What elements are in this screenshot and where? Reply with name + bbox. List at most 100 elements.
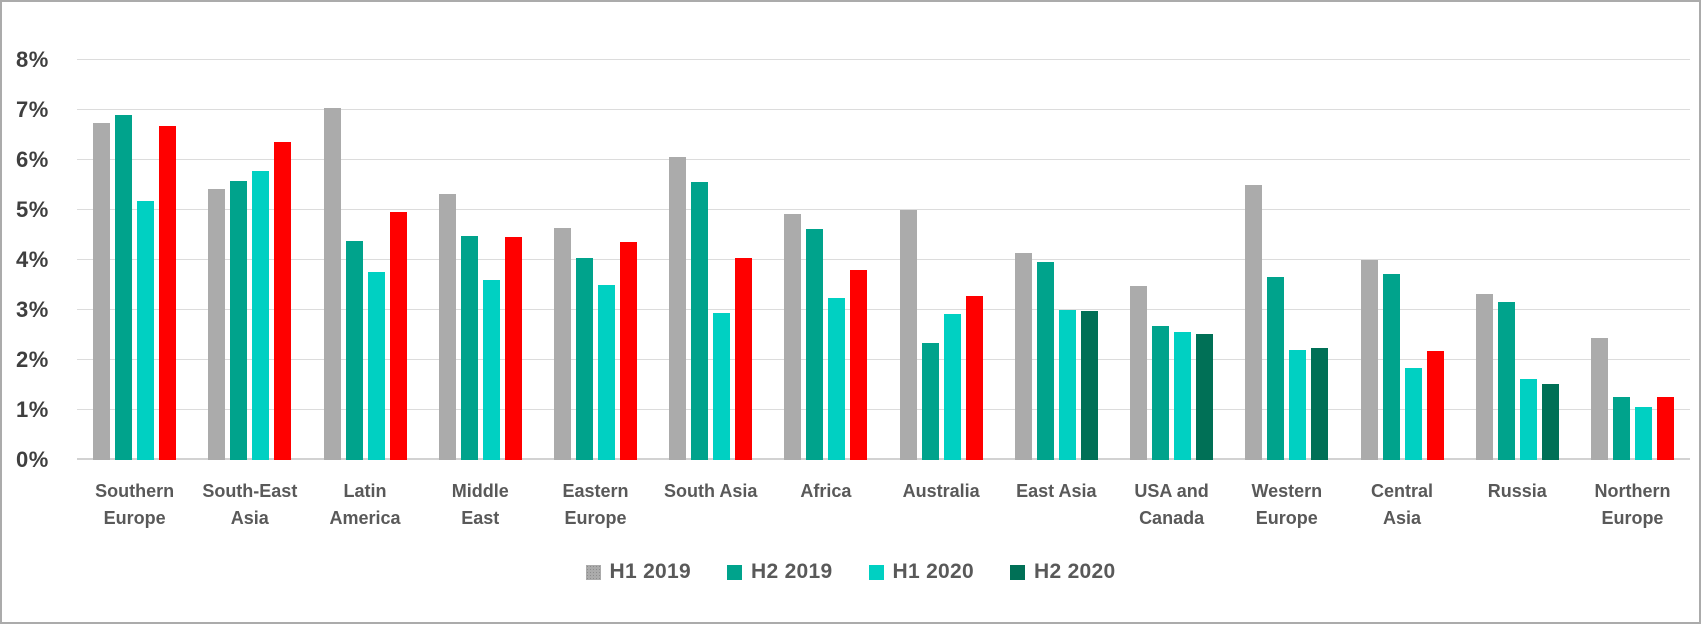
y-tick-label-5%: 5% xyxy=(16,197,49,222)
legend-swatch-h2-2019 xyxy=(727,564,742,580)
bar-h2-2020-eastern-europe xyxy=(619,242,637,460)
bar-h2-2020-south-asia xyxy=(735,257,753,460)
bar-h2-2020-middle-east xyxy=(504,236,522,460)
bar-group-east-asia xyxy=(1014,60,1098,460)
category-label-russia: Russia xyxy=(1487,481,1547,501)
bar-h1-2019-southern-europe xyxy=(93,123,111,460)
bar-h2-2020-africa xyxy=(850,269,868,460)
bar-h2-2020-southern-europe xyxy=(159,125,177,460)
y-tick-label-1%: 1% xyxy=(16,397,49,422)
bar-group-africa xyxy=(784,60,868,460)
category-label-south-asia: South Asia xyxy=(664,481,758,501)
bar-h1-2020-usa-and-canada xyxy=(1174,331,1192,460)
bar-group-eastern-europe xyxy=(553,60,637,460)
bar-h1-2020-latin-america xyxy=(367,271,385,460)
legend-item-h2-2019: H2 2019 xyxy=(727,560,833,584)
bar-h1-2020-south-east-asia xyxy=(252,170,270,460)
gridline-6% xyxy=(77,159,1690,160)
category-label-northern-europe: Northern Europe xyxy=(1594,481,1671,528)
category-column-latin-america: Latin America xyxy=(307,60,422,534)
category-column-south-east-asia: South-East Asia xyxy=(192,60,307,534)
gridline-8% xyxy=(77,59,1690,60)
category-column-northern-europe: Northern Europe xyxy=(1575,60,1690,534)
bar-h1-2019-northern-europe xyxy=(1590,337,1608,460)
y-tick-label-6%: 6% xyxy=(16,147,49,172)
y-tick-label-7%: 7% xyxy=(16,97,49,122)
category-label-central-asia: Central Asia xyxy=(1371,481,1434,528)
bar-group-western-europe xyxy=(1245,60,1329,460)
legend-swatch-h1-2019 xyxy=(585,564,601,580)
category-column-africa: Africa xyxy=(768,60,883,534)
bar-h1-2019-south-east-asia xyxy=(208,189,226,460)
bar-h2-2019-northern-europe xyxy=(1612,397,1630,460)
bar-h1-2019-australia xyxy=(899,210,917,460)
category-label-middle-east: Middle East xyxy=(451,481,509,528)
category-column-south-asia: South Asia xyxy=(653,60,768,534)
legend-item-h2-2020: H2 2020 xyxy=(1010,560,1116,584)
bar-h1-2020-western-europe xyxy=(1289,349,1307,460)
bar-h2-2020-western-europe xyxy=(1311,347,1329,460)
category-column-russia: Russia xyxy=(1460,60,1575,534)
gridline-3% xyxy=(77,309,1690,310)
bar-h1-2019-latin-america xyxy=(323,107,341,460)
bar-group-latin-america xyxy=(323,60,407,460)
category-column-east-asia: East Asia xyxy=(999,60,1114,534)
bar-h1-2020-russia xyxy=(1519,379,1537,460)
legend: H1 2019 H2 2019 H1 2020 H2 2020 xyxy=(2,560,1699,584)
category-column-eastern-europe: Eastern Europe xyxy=(538,60,653,534)
gridline-7% xyxy=(77,109,1690,110)
bar-h2-2019-central-asia xyxy=(1382,273,1400,460)
bar-h2-2020-latin-america xyxy=(389,211,407,460)
bar-h2-2020-usa-and-canada xyxy=(1196,333,1214,460)
category-label-australia: Australia xyxy=(902,481,980,501)
bar-h2-2019-eastern-europe xyxy=(575,257,593,460)
legend-swatch-h1-2020 xyxy=(868,564,884,580)
category-label-east-asia: East Asia xyxy=(1016,481,1097,501)
bar-h2-2020-russia xyxy=(1541,384,1559,460)
y-tick-label-0%: 0% xyxy=(16,447,49,472)
bar-h1-2020-australia xyxy=(943,313,961,460)
legend-label-h2-2019: H2 2019 xyxy=(751,560,833,583)
gridline-2% xyxy=(77,359,1690,360)
bar-h2-2019-east-asia xyxy=(1036,261,1054,460)
bar-group-russia xyxy=(1475,60,1559,460)
bar-h2-2019-southern-europe xyxy=(115,114,133,460)
bar-h2-2019-russia xyxy=(1497,302,1515,460)
bar-group-south-east-asia xyxy=(208,60,292,460)
bar-h2-2019-south-asia xyxy=(691,182,709,460)
bar-group-south-asia xyxy=(669,60,753,460)
legend-item-h1-2020: H1 2020 xyxy=(868,560,975,584)
bar-h2-2020-central-asia xyxy=(1426,351,1444,460)
bar-group-central-asia xyxy=(1360,60,1444,460)
category-label-southern-europe: Southern Europe xyxy=(95,481,175,528)
legend-item-h1-2019: H1 2019 xyxy=(585,560,692,584)
category-column-western-europe: Western Europe xyxy=(1229,60,1344,534)
plot-columns: Southern Europe South-East Asia Latin America… xyxy=(77,60,1690,534)
bar-group-northern-europe xyxy=(1590,60,1674,460)
bar-h1-2019-east-asia xyxy=(1014,252,1032,460)
bar-h1-2019-central-asia xyxy=(1360,260,1378,460)
y-tick-label-8%: 8% xyxy=(16,47,49,72)
bar-h2-2019-latin-america xyxy=(345,241,363,460)
bar-h2-2020-east-asia xyxy=(1080,311,1098,460)
y-axis: 0% 1% 2% 3% 4% 5% 6% 7% 8% xyxy=(16,47,71,472)
legend-label-h1-2020: H1 2020 xyxy=(892,560,974,583)
bar-group-australia xyxy=(899,60,983,460)
bar-h1-2019-russia xyxy=(1475,294,1493,460)
bar-h2-2019-middle-east xyxy=(460,235,478,460)
category-column-usa-and-canada: USA and Canada xyxy=(1114,60,1229,534)
category-label-usa-and-canada: USA and Canada xyxy=(1134,481,1209,528)
category-label-south-east-asia: South-East Asia xyxy=(202,481,298,528)
legend-label-h2-2020: H2 2020 xyxy=(1034,560,1116,583)
legend-label-h1-2019: H1 2019 xyxy=(609,560,691,583)
bar-h1-2020-northern-europe xyxy=(1634,407,1652,460)
bar-h2-2020-australia xyxy=(965,296,983,460)
bar-h2-2020-south-east-asia xyxy=(274,142,292,460)
x-axis-line xyxy=(77,458,1690,460)
gridline-1% xyxy=(77,409,1690,410)
category-column-southern-europe: Southern Europe xyxy=(77,60,192,534)
bar-h2-2019-western-europe xyxy=(1267,277,1285,460)
bar-h2-2019-australia xyxy=(921,343,939,460)
y-tick-label-4%: 4% xyxy=(16,247,49,272)
